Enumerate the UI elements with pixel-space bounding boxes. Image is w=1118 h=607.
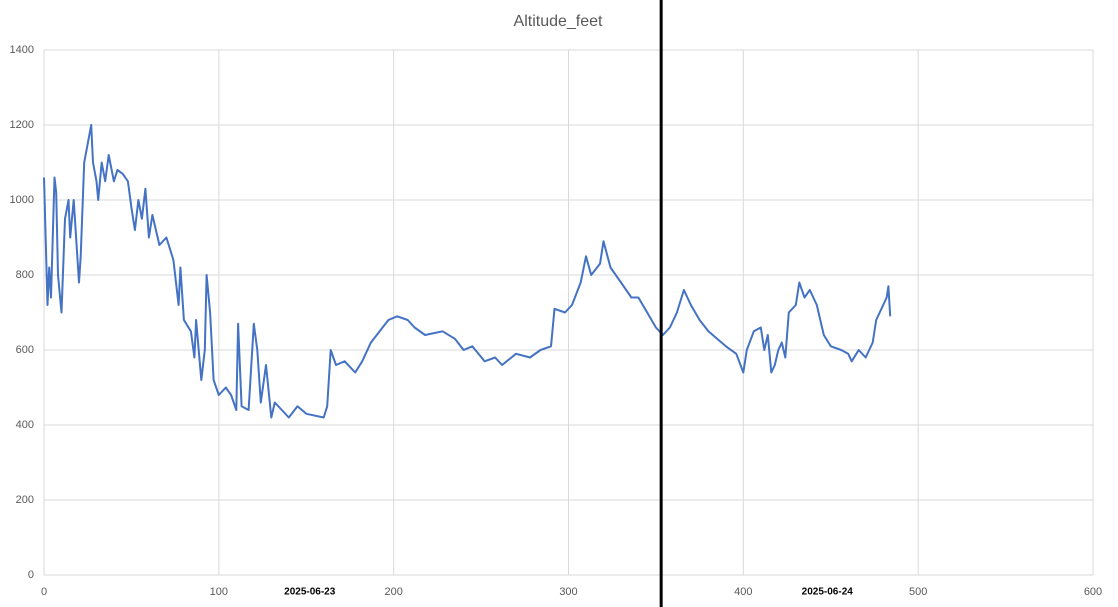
date-label: 2025-06-24 xyxy=(802,587,854,598)
x-tick-label: 200 xyxy=(384,586,402,598)
x-tick-label: 600 xyxy=(1084,586,1102,598)
x-tick-label: 0 xyxy=(41,586,47,598)
x-tick-label: 500 xyxy=(909,586,927,598)
x-tick-label: 100 xyxy=(210,586,228,598)
y-tick-label: 1400 xyxy=(10,44,34,56)
x-tick-label: 400 xyxy=(734,586,752,598)
y-tick-label: 200 xyxy=(16,494,34,506)
x-tick-label: 300 xyxy=(559,586,577,598)
chart-title: Altitude_feet xyxy=(514,13,604,30)
y-tick-label: 400 xyxy=(16,419,34,431)
y-tick-label: 800 xyxy=(16,269,34,281)
data-line xyxy=(43,124,892,419)
date-label: 2025-06-23 xyxy=(284,587,336,598)
y-tick-label: 600 xyxy=(16,344,34,356)
y-tick-label: 0 xyxy=(28,569,34,581)
y-tick-label: 1000 xyxy=(10,194,34,206)
y-tick-label: 1200 xyxy=(10,119,34,131)
